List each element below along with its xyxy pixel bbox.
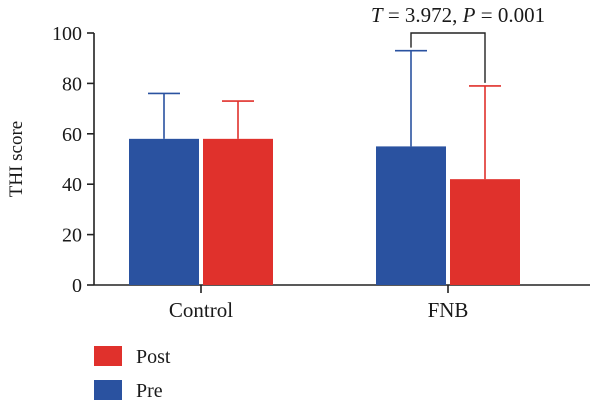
plot-area: 0 20 40 60 80 100 Control FNB <box>52 23 590 322</box>
y-tick-label: 0 <box>72 275 82 297</box>
legend: Post Pre <box>94 346 171 402</box>
significance-bracket <box>410 32 486 83</box>
legend-label-pre: Pre <box>136 380 163 402</box>
x-tick-label: FNB <box>428 298 469 322</box>
annotation-t-symbol: T <box>371 3 384 27</box>
legend-swatch-post <box>94 346 122 366</box>
x-tick-label: Control <box>169 298 233 322</box>
y-tick-label: 40 <box>62 174 82 196</box>
legend-swatch-pre <box>94 380 122 400</box>
bar-pre-control <box>129 138 199 285</box>
y-axis-label: THI score <box>6 121 27 198</box>
y-tick-label: 60 <box>62 124 82 146</box>
y-tick-label: 80 <box>62 73 82 95</box>
annotation-p-symbol: P <box>462 3 476 27</box>
bar-post-fnb <box>450 179 520 285</box>
bar-post-control <box>203 138 273 285</box>
significance-annotation: T = 3.972, P = 0.001 <box>371 3 545 83</box>
annotation-t-value: = 3.972, <box>383 3 463 27</box>
y-tick-label: 20 <box>62 225 82 247</box>
significance-text: T = 3.972, P = 0.001 <box>371 3 545 27</box>
annotation-p-value: = 0.001 <box>476 3 546 27</box>
y-tick-label: 100 <box>52 23 82 45</box>
bar-pre-fnb <box>376 146 446 285</box>
legend-label-post: Post <box>136 346 171 368</box>
